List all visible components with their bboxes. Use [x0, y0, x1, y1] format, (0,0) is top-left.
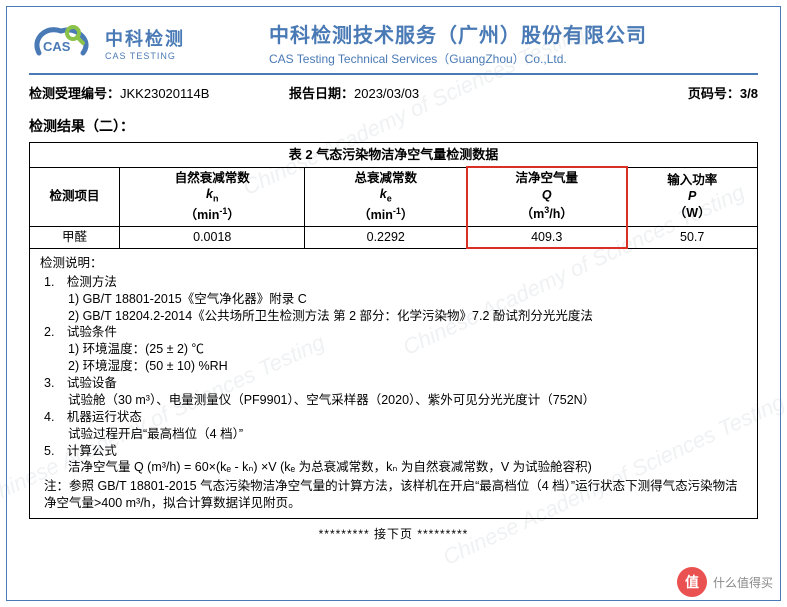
- logo-text-cn: 中科检测: [105, 25, 185, 51]
- report-date-value: 2023/03/03: [354, 86, 419, 101]
- page-label: 页码号：: [688, 86, 740, 101]
- note-item: 2. 试验条件: [44, 324, 747, 341]
- report-no-label: 检测受理编号：: [29, 86, 120, 101]
- note-item: 5. 计算公式: [44, 443, 747, 460]
- badge-text: 什么值得买: [713, 574, 773, 591]
- company-title-block: 中科检测技术服务（广州）股份有限公司 CAS Testing Technical…: [249, 19, 758, 67]
- report-date-label: 报告日期：: [289, 86, 354, 101]
- note-item: 4. 机器运行状态: [44, 409, 747, 426]
- footer-nav: ********* 接下页 *********: [29, 525, 758, 542]
- note-item: 3. 试验设备: [44, 375, 747, 392]
- note-subitem: 1) GB/T 18801-2015《空气净化器》附录 C: [68, 291, 747, 308]
- cell-value: 0.2292: [305, 227, 467, 249]
- note-subitem: 1) 环境温度：(25 ± 2) ℃: [68, 341, 747, 358]
- cell-value: 409.3: [467, 227, 627, 249]
- note-subitem: 2) GB/T 18204.2-2014《公共场所卫生检测方法 第 2 部分：化…: [68, 308, 747, 325]
- svg-text:CAS: CAS: [43, 39, 71, 54]
- col-header: 总衰减常数ke（min-1）: [305, 167, 467, 227]
- page-value: 3/8: [740, 86, 758, 101]
- note-footer: 注：参照 GB/T 18801-2015 气态污染物洁净空气量的计算方法，该样机…: [44, 478, 747, 512]
- note-subitem: 试验过程开启“最高档位（4 档）”: [68, 426, 747, 443]
- note-item: 1. 检测方法: [44, 274, 747, 291]
- col-header: 自然衰减常数kn（min-1）: [120, 167, 305, 227]
- row-label: 甲醛: [30, 227, 120, 249]
- notes-cell: 检测说明： 1. 检测方法1) GB/T 18801-2015《空气净化器》附录 …: [30, 248, 758, 518]
- col-header-item: 检测项目: [30, 167, 120, 227]
- data-table-wrapper: 表 2 气态污染物洁净空气量检测数据 检测项目自然衰减常数kn（min-1）总衰…: [29, 142, 758, 519]
- section-title: 检测结果（二）：: [29, 116, 758, 136]
- report-meta-row: 检测受理编号：JKK23020114B 报告日期：2023/03/03 页码号：…: [29, 75, 758, 112]
- corner-badge: 值 什么值得买: [677, 567, 773, 597]
- note-subitem: 试验舱（30 m³）、电量测量仪（PF9901）、空气采样器（2020）、紫外可…: [68, 392, 747, 409]
- logo-block: CAS 中科检测 CAS TESTING: [29, 23, 249, 63]
- cell-value: 0.0018: [120, 227, 305, 249]
- col-header: 洁净空气量Q（m3/h）: [467, 167, 627, 227]
- badge-circle-icon: 值: [677, 567, 707, 597]
- note-subitem: 2) 环境湿度：(50 ± 10) %RH: [68, 358, 747, 375]
- company-title-cn: 中科检测技术服务（广州）股份有限公司: [269, 19, 758, 48]
- cell-value: 50.7: [627, 227, 758, 249]
- note-subitem: 洁净空气量 Q (m³/h) = 60×(kₑ - kₙ) ×V (kₑ 为总衰…: [68, 459, 747, 476]
- col-header: 输入功率P（W）: [627, 167, 758, 227]
- report-no-value: JKK23020114B: [120, 86, 209, 101]
- notes-head: 检测说明：: [40, 255, 747, 272]
- table-row: 甲醛0.00180.2292409.350.7: [30, 227, 758, 249]
- cas-logo-icon: CAS: [29, 23, 99, 63]
- table-caption: 表 2 气态污染物洁净空气量检测数据: [30, 143, 758, 168]
- company-title-en: CAS Testing Technical Services（GuangZhou…: [269, 50, 758, 67]
- data-table: 表 2 气态污染物洁净空气量检测数据 检测项目自然衰减常数kn（min-1）总衰…: [29, 142, 758, 519]
- logo-text-en: CAS TESTING: [105, 51, 185, 61]
- report-header: CAS 中科检测 CAS TESTING 中科检测技术服务（广州）股份有限公司 …: [29, 19, 758, 75]
